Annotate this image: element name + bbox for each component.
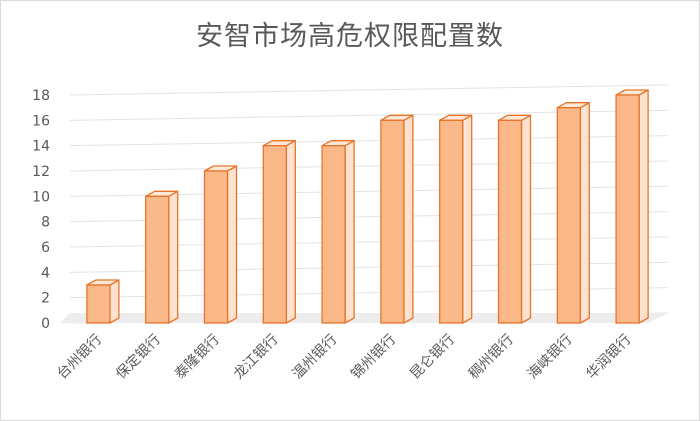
- bar-side: [462, 114, 473, 324]
- y-tick-label: 4: [41, 265, 50, 281]
- y-tick-label: 16: [32, 113, 50, 129]
- gridline: [69, 84, 669, 96]
- bar-front: [439, 119, 464, 324]
- bar-front: [145, 195, 170, 324]
- bar-front: [556, 107, 581, 324]
- bar: [203, 165, 238, 324]
- x-tick-label: 泰隆银行: [172, 332, 223, 383]
- bar: [556, 102, 590, 324]
- y-tick-label: 6: [41, 240, 50, 256]
- bars: [86, 89, 649, 324]
- x-tick-label: 华润银行: [584, 332, 635, 383]
- bar-side: [344, 140, 355, 324]
- x-tick-label: 台州银行: [54, 332, 105, 383]
- bar-front: [380, 119, 405, 324]
- bar-front: [86, 284, 111, 324]
- x-tick-label: 保定银行: [113, 332, 164, 383]
- y-tick-label: 12: [32, 164, 50, 180]
- bar-front: [262, 145, 287, 324]
- x-tick-label: 锦州银行: [348, 331, 400, 383]
- y-tick-label: 14: [32, 139, 50, 155]
- bar: [615, 89, 649, 324]
- y-tick-label: 10: [32, 189, 50, 205]
- bar: [497, 114, 532, 324]
- bar-front: [321, 145, 346, 324]
- bar-side: [579, 102, 590, 324]
- bar-front: [203, 170, 229, 324]
- bar-side: [285, 140, 296, 324]
- bar-side: [520, 114, 532, 324]
- bar-side: [168, 190, 179, 324]
- x-tick-label: 稠州银行: [466, 332, 517, 383]
- bar-side: [638, 89, 649, 324]
- x-axis-ticks: 台州银行 保定银行 泰隆银行 龙江银行 温州银行 锦州银行 昆仑银行 稠州银行 海峡银行 华润银行: [54, 331, 634, 383]
- bar-side: [226, 165, 238, 324]
- y-axis-ticks: 0 2 4 6 8 10 12 14 16 18: [32, 88, 50, 332]
- bar-side: [109, 279, 120, 324]
- y-tick-label: 18: [32, 88, 50, 104]
- y-tick-label: 2: [41, 291, 50, 307]
- bar: [262, 140, 296, 324]
- x-tick-label: 昆仑银行: [407, 332, 458, 383]
- chart-title: 安智市场高危权限配置数: [196, 21, 504, 52]
- bar: [145, 190, 179, 324]
- x-tick-label: 龙江银行: [231, 332, 282, 383]
- bar: [321, 140, 355, 324]
- bar: [439, 114, 473, 324]
- bar-side: [403, 114, 414, 324]
- y-tick-label: 8: [41, 215, 50, 231]
- bar: [380, 114, 414, 324]
- bar-front: [615, 94, 640, 324]
- y-tick-label: 0: [41, 316, 50, 332]
- bar-front: [497, 119, 523, 324]
- x-tick-label: 温州银行: [290, 332, 341, 383]
- x-tick-label: 海峡银行: [525, 332, 576, 383]
- bar: [86, 279, 120, 324]
